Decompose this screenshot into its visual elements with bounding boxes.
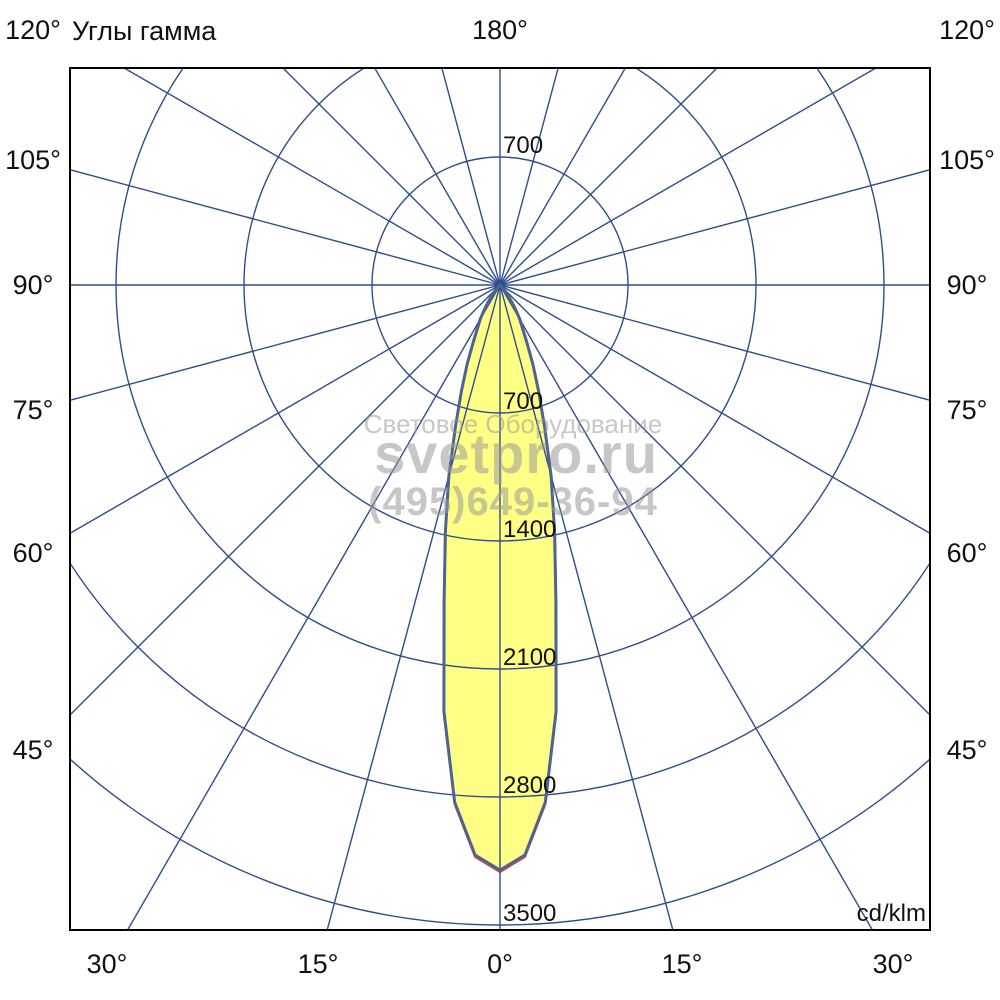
intensity-grid-circle [70,561,930,798]
gamma-angle-label: 60° [947,538,988,568]
gamma-grid-line [499,284,930,716]
intensity-grid-circle [371,156,629,414]
gamma-grid-line [326,284,501,930]
gamma-angle-label: 60° [13,538,54,568]
gamma-grid-line [499,284,674,930]
gamma-grid-line [122,68,501,286]
gamma-angle-label: 105° [939,145,995,175]
gamma-grid-line [499,68,627,286]
gamma-angle-label: 30° [87,949,128,979]
gamma-angle-label: 75° [947,395,988,425]
gamma-angle-label: 105° [5,145,61,175]
gamma-grid-line [499,284,874,930]
radial-tick-label: 700 [503,388,543,415]
gamma-grid-line [373,68,501,286]
gamma-angle-label: 180° [472,15,528,45]
gamma-angle-label: 90° [13,270,54,300]
intensity-grid-circle [70,757,930,926]
gamma-grid-line [282,68,501,286]
gamma-grid-line [70,284,501,401]
gamma-grid-line [70,169,501,286]
intensity-grid-circle [243,68,757,542]
gamma-angle-label: 45° [947,735,988,765]
gamma-angle-label: 120° [939,15,995,45]
radial-tick-label: 2800 [503,772,556,799]
gamma-angle-label: 75° [13,395,54,425]
gamma-grid-line [499,284,930,401]
gamma-grid-line [126,284,501,930]
gamma-grid-line [499,68,718,286]
gamma-grid-line [70,284,501,535]
gamma-angle-label: 45° [13,735,54,765]
plot-border [69,67,931,931]
gamma-angle-label: 15° [298,949,339,979]
gamma-grid-line [499,68,878,286]
radial-tick-label: 1400 [503,516,556,543]
units-label: cd/klm [857,900,926,927]
page-title: Углы гамма [72,16,217,46]
gamma-angle-label: 30° [873,949,914,979]
gamma-grid-line [441,68,501,286]
radial-tick-label: 700 [503,132,543,159]
radial-tick-label: 3500 [503,900,556,927]
gamma-grid-line [499,169,930,286]
intensity-grid-circle [115,68,885,670]
gamma-grid-line [499,68,559,286]
gamma-angle-label: 120° [5,15,61,45]
gamma-grid-line [70,284,501,716]
gamma-angle-label: 15° [662,949,703,979]
gamma-angle-label: 0° [487,949,513,979]
gamma-grid-line [499,284,930,535]
beam-lobe-c90-c270 [442,283,558,872]
radial-tick-label: 2100 [503,644,556,671]
gamma-angle-label: 90° [947,270,988,300]
